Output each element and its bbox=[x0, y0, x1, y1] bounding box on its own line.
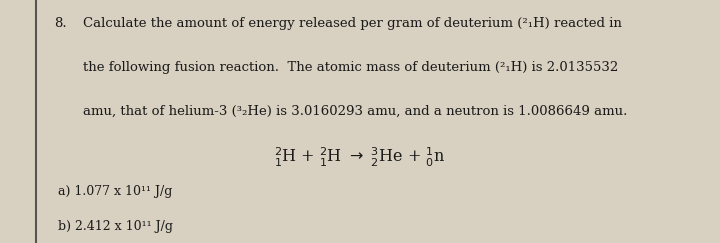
Text: the following fusion reaction.  The atomic mass of deuterium (²₁H) is 2.0135532: the following fusion reaction. The atomi… bbox=[83, 61, 618, 74]
Text: a) 1.077 x 10¹¹ J/g: a) 1.077 x 10¹¹ J/g bbox=[58, 185, 172, 198]
Text: b) 2.412 x 10¹¹ J/g: b) 2.412 x 10¹¹ J/g bbox=[58, 220, 173, 233]
Text: 8.: 8. bbox=[54, 17, 67, 30]
Text: amu, that of helium-3 (³₂He) is 3.0160293 amu, and a neutron is 1.0086649 amu.: amu, that of helium-3 (³₂He) is 3.016029… bbox=[83, 104, 627, 117]
Text: $^2_1$H + $^2_1$H $\rightarrow$ $^3_2$He + $^1_0$n: $^2_1$H + $^2_1$H $\rightarrow$ $^3_2$He… bbox=[274, 146, 446, 169]
Text: Calculate the amount of energy released per gram of deuterium (²₁H) reacted in: Calculate the amount of energy released … bbox=[83, 17, 621, 30]
